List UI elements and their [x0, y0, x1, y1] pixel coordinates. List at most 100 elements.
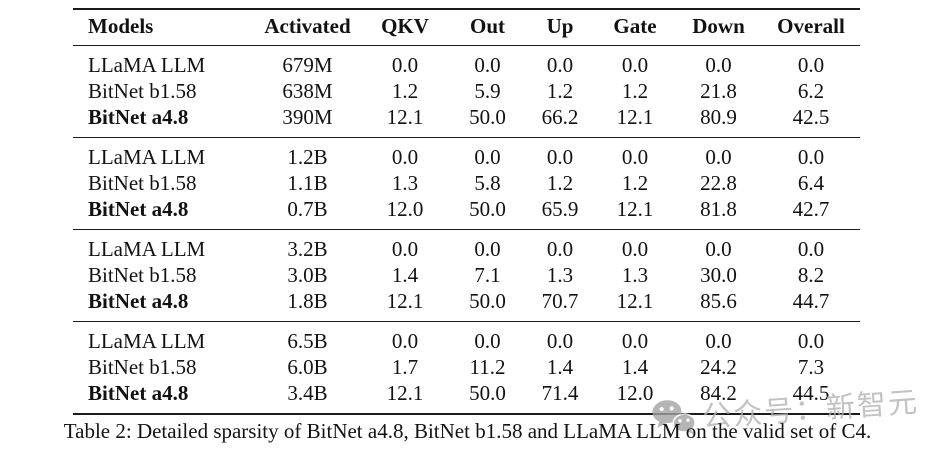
cell-value: 12.1 — [386, 105, 424, 129]
cell-model: BitNet b1.58 — [88, 263, 197, 287]
cell-value: 1.3 — [391, 171, 419, 195]
column-header-qkv: QKV — [381, 14, 429, 38]
cell-value: 0.0 — [546, 53, 574, 77]
cell-value: 50.0 — [469, 197, 506, 221]
cell-value: 71.4 — [541, 381, 579, 405]
cell-value: 12.0 — [386, 197, 424, 221]
cell-value: 70.7 — [541, 289, 579, 313]
table-row: BitNet a4.8 0.7B 12.0 50.0 65.9 12.1 81.8 42.7 — [73, 196, 860, 230]
cell-value: 0.0 — [546, 237, 574, 261]
cell-value: 0.0 — [621, 237, 649, 261]
cell-value: 50.0 — [469, 105, 506, 129]
cell-value: 6.4 — [797, 171, 825, 195]
cell-value: 1.2 — [546, 79, 574, 103]
cell-value: 7.3 — [797, 355, 825, 379]
column-header-models: Models — [88, 14, 154, 38]
cell-value: 12.1 — [616, 289, 654, 313]
cell-value: 0.0 — [391, 237, 419, 261]
cell-value: 1.4 — [621, 355, 649, 379]
cell-model: LLaMA LLM — [88, 237, 206, 261]
cell-value: 50.0 — [469, 289, 506, 313]
cell-value: 0.0 — [391, 53, 419, 77]
model-group-1: LLaMA LLM 679M 0.0 0.0 0.0 0.0 0.0 0.0 BitNet b1… — [73, 46, 860, 138]
cell-value: 5.9 — [474, 79, 501, 103]
model-group-2: LLaMA LLM 1.2B 0.0 0.0 0.0 0.0 0.0 0.0 BitNet b1… — [73, 138, 860, 230]
cell-value: 0.0 — [546, 145, 574, 169]
cell-value: 679M — [282, 53, 333, 77]
header-row: Models Activated QKV Out Up Gate Down Overall — [73, 9, 860, 46]
cell-value: 1.8B — [287, 289, 328, 313]
cell-value: 42.7 — [792, 197, 830, 221]
cell-value: 0.7B — [287, 197, 328, 221]
cell-value: 0.0 — [546, 329, 574, 353]
cell-model: LLaMA LLM — [88, 145, 206, 169]
cell-value: 638M — [282, 79, 333, 103]
cell-value: 1.3 — [621, 263, 649, 287]
cell-value: 65.9 — [541, 197, 579, 221]
cell-value: 0.0 — [474, 329, 501, 353]
cell-value: 0.0 — [621, 53, 649, 77]
cell-value: 1.4 — [391, 263, 419, 287]
cell-value: 0.0 — [797, 145, 825, 169]
cell-value: 3.4B — [287, 381, 328, 405]
wechat-icon — [652, 400, 697, 435]
cell-value: 12.1 — [616, 197, 654, 221]
cell-value: 1.2 — [621, 171, 649, 195]
model-group-4: LLaMA LLM 6.5B 0.0 0.0 0.0 0.0 0.0 0.0 BitNet b1… — [73, 322, 860, 414]
cell-value: 30.0 — [700, 263, 737, 287]
column-header-gate: Gate — [613, 14, 657, 38]
cell-value: 7.1 — [474, 263, 501, 287]
cell-value: 0.0 — [705, 329, 732, 353]
cell-value: 0.0 — [705, 237, 732, 261]
cell-value: 12.0 — [616, 381, 654, 405]
cell-value: 0.0 — [474, 237, 501, 261]
cell-value: 3.2B — [287, 237, 328, 261]
table-row: LLaMA LLM 1.2B 0.0 0.0 0.0 0.0 0.0 0.0 — [73, 138, 860, 171]
cell-value: 84.2 — [700, 381, 737, 405]
cell-model: BitNet b1.58 — [88, 355, 197, 379]
cell-value: 390M — [282, 105, 333, 129]
cell-value: 50.0 — [469, 381, 506, 405]
cell-value: 0.0 — [797, 53, 825, 77]
cell-model: BitNet a4.8 — [88, 381, 189, 405]
cell-value: 6.0B — [287, 355, 328, 379]
cell-model: LLaMA LLM — [88, 329, 206, 353]
column-header-activated: Activated — [264, 14, 351, 38]
cell-model: BitNet a4.8 — [88, 105, 189, 129]
cell-value: 24.2 — [700, 355, 737, 379]
table-row: BitNet a4.8 390M 12.1 50.0 66.2 12.1 80.9 42.5 — [73, 104, 860, 138]
table-row: LLaMA LLM 3.2B 0.0 0.0 0.0 0.0 0.0 0.0 — [73, 230, 860, 263]
cell-value: 0.0 — [621, 145, 649, 169]
cell-value: 0.0 — [391, 329, 419, 353]
model-group-3: LLaMA LLM 3.2B 0.0 0.0 0.0 0.0 0.0 0.0 BitNet b1… — [73, 230, 860, 322]
table-caption: Table 2: Detailed sparsity of BitNet a4.… — [63, 419, 872, 443]
cell-value: 1.2 — [621, 79, 649, 103]
column-header-out: Out — [469, 14, 505, 38]
cell-value: 0.0 — [391, 145, 419, 169]
table-row: LLaMA LLM 679M 0.0 0.0 0.0 0.0 0.0 0.0 — [73, 46, 860, 79]
cell-value: 1.3 — [546, 263, 574, 287]
cell-model: BitNet b1.58 — [88, 79, 197, 103]
table-row: BitNet b1.58 638M 1.2 5.9 1.2 1.2 21.8 6.2 — [73, 78, 860, 104]
cell-model: BitNet b1.58 — [88, 171, 197, 195]
watermark: 公众号：新智元 — [649, 379, 920, 440]
cell-value: 42.5 — [792, 105, 830, 129]
column-header-down: Down — [692, 14, 745, 38]
cell-value: 11.2 — [469, 355, 506, 379]
cell-value: 44.7 — [792, 289, 830, 313]
cell-value: 1.7 — [391, 355, 419, 379]
cell-value: 12.1 — [616, 105, 654, 129]
cell-value: 1.2 — [391, 79, 419, 103]
cell-value: 22.8 — [700, 171, 737, 195]
cell-value: 80.9 — [700, 105, 737, 129]
cell-value: 85.6 — [700, 289, 737, 313]
table-row: LLaMA LLM 6.5B 0.0 0.0 0.0 0.0 0.0 0.0 — [73, 322, 860, 355]
cell-value: 81.8 — [700, 197, 737, 221]
cell-value: 21.8 — [700, 79, 737, 103]
column-header-overall: Overall — [777, 14, 845, 38]
cell-value: 0.0 — [797, 329, 825, 353]
cell-value: 0.0 — [705, 145, 732, 169]
cell-value: 8.2 — [797, 263, 825, 287]
cell-value: 1.2B — [287, 145, 328, 169]
